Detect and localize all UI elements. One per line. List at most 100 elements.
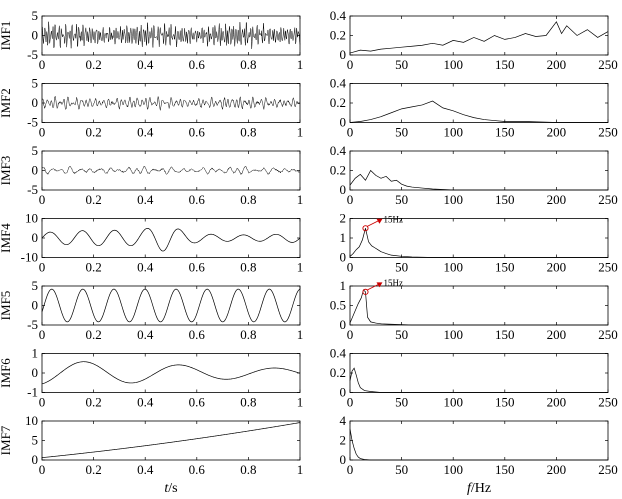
freq-x-tick-label: 100 <box>443 395 463 410</box>
freq-x-tick-label: 200 <box>547 57 567 72</box>
time-y-tick-label: 10 <box>25 211 38 226</box>
freq-y-tick-label: 0.2 <box>330 95 346 110</box>
freq-x-tick-label: 0 <box>347 57 354 72</box>
freq-x-tick-label: 250 <box>598 125 618 140</box>
spectrum-line <box>349 100 608 123</box>
freq-x-tick-label: 0 <box>347 395 354 410</box>
time-x-tick-label: 0 <box>39 462 46 477</box>
time-axis-title: t/s <box>164 481 177 496</box>
freq-axes-frame <box>349 150 609 191</box>
time-y-tick-label: 0 <box>32 163 39 178</box>
time-y-tick-label: -5 <box>27 182 38 197</box>
time-x-tick-label: 0.4 <box>137 327 154 342</box>
freq-y-tick-label: 0 <box>340 47 347 62</box>
freq-x-tick-label: 50 <box>395 395 408 410</box>
freq-y-tick-label: 0.5 <box>330 298 346 313</box>
freq-x-tick-label: 150 <box>495 192 515 207</box>
freq-x-tick-label: 250 <box>598 327 618 342</box>
freq-x-tick-label: 200 <box>547 260 567 275</box>
freq-x-tick-label: 200 <box>547 395 567 410</box>
freq-y-tick-label: 0.4 <box>330 346 347 361</box>
time-x-tick-label: 0.6 <box>189 327 206 342</box>
freq-y-tick-label: 0.4 <box>330 76 347 91</box>
time-x-tick-label: 0.2 <box>85 327 101 342</box>
freq-axis-title: f/Hz <box>467 481 491 496</box>
time-series-line <box>41 422 301 459</box>
freq-y-tick-label: 2 <box>340 211 347 226</box>
freq-x-tick-label: 250 <box>598 462 618 477</box>
peak-annotation-label: 15Hz <box>383 214 403 224</box>
time-x-tick-label: 0 <box>39 327 46 342</box>
freq-axes-frame <box>349 218 609 258</box>
freq-axes-frame <box>349 353 609 393</box>
freq-axis-title-rest: /Hz <box>471 481 491 496</box>
time-x-tick-label: 0 <box>39 260 46 275</box>
imf-label: IMF2 <box>0 88 13 118</box>
time-x-tick-label: 1 <box>297 125 304 140</box>
freq-x-tick-label: 100 <box>443 192 463 207</box>
freq-x-tick-label: 50 <box>395 260 408 275</box>
time-x-tick-label: 0.8 <box>240 192 256 207</box>
time-series-line <box>41 165 301 175</box>
freq-axes-frame <box>349 285 609 326</box>
freq-y-tick-label: 0 <box>340 250 347 265</box>
time-x-tick-label: 0.4 <box>137 462 154 477</box>
freq-x-tick-label: 50 <box>395 462 408 477</box>
freq-x-tick-label: 0 <box>347 125 354 140</box>
time-x-tick-label: 1 <box>297 260 304 275</box>
time-x-tick-label: 0.2 <box>85 462 101 477</box>
imf-label: IMF5 <box>0 291 13 321</box>
freq-x-tick-label: 0 <box>347 260 354 275</box>
freq-y-tick-label: 4 <box>340 413 347 428</box>
freq-x-tick-label: 200 <box>547 462 567 477</box>
freq-x-tick-label: 0 <box>347 192 354 207</box>
freq-x-tick-label: 100 <box>443 57 463 72</box>
freq-y-tick-label: 1 <box>340 230 347 245</box>
peak-arrow-head <box>376 282 383 288</box>
imf-label: IMF3 <box>0 156 13 186</box>
time-series-line <box>41 288 301 323</box>
freq-x-tick-label: 150 <box>495 57 515 72</box>
time-x-tick-label: 0.6 <box>189 192 206 207</box>
time-axis-title-rest: /s <box>168 481 177 496</box>
time-x-tick-label: 0.6 <box>189 125 206 140</box>
time-y-tick-label: -10 <box>21 250 38 265</box>
time-x-tick-label: 0 <box>39 57 46 72</box>
freq-y-tick-label: 1 <box>340 278 347 293</box>
freq-y-tick-label: 2 <box>340 433 347 448</box>
time-series-line <box>41 228 301 252</box>
time-x-tick-label: 0.6 <box>189 260 206 275</box>
time-x-tick-label: 0.8 <box>240 395 256 410</box>
time-y-tick-label: 5 <box>32 278 39 293</box>
time-y-tick-label: 5 <box>32 8 39 23</box>
time-x-tick-label: 0.2 <box>85 125 101 140</box>
time-axis-title-italic: t <box>164 481 169 496</box>
time-x-tick-label: 0 <box>39 395 46 410</box>
spectrum-line <box>349 169 608 191</box>
time-x-tick-label: 1 <box>297 462 304 477</box>
time-y-tick-label: 0 <box>32 95 39 110</box>
time-x-tick-label: 0.4 <box>137 192 154 207</box>
time-y-tick-label: 0 <box>32 365 39 380</box>
time-x-tick-label: 1 <box>297 395 304 410</box>
time-y-tick-label: 0 <box>32 230 39 245</box>
time-axes-frame <box>41 420 301 461</box>
freq-axis-title-italic: f <box>467 481 473 496</box>
peak-arrow-line <box>367 219 380 227</box>
time-x-tick-label: 0.4 <box>137 395 154 410</box>
time-y-tick-label: 5 <box>32 76 39 91</box>
spectrum-line <box>349 228 608 258</box>
time-x-tick-label: 0.6 <box>189 57 206 72</box>
time-axes-frame <box>41 83 301 123</box>
freq-x-tick-label: 250 <box>598 57 618 72</box>
